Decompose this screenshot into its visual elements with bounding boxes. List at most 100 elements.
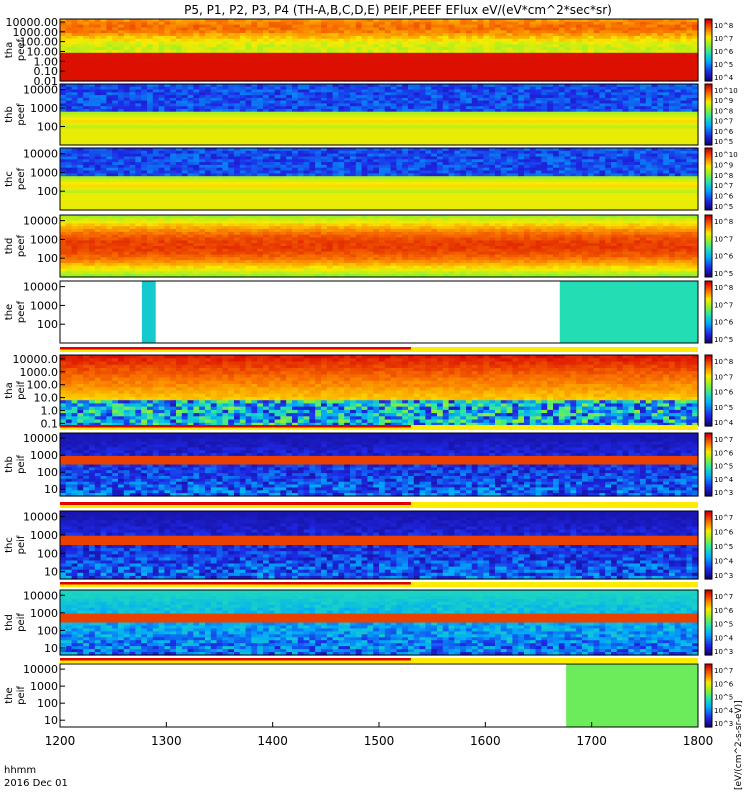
colorbar-cell bbox=[705, 556, 712, 560]
xtick-label: 1200 bbox=[45, 734, 76, 748]
colorbar-cell bbox=[705, 467, 712, 470]
colorbar-frame bbox=[704, 432, 713, 497]
colorbar-cell bbox=[705, 402, 712, 406]
figure-title: P5, P1, P2, P3, P4 (TH-A,B,C,D,E) PEIF,P… bbox=[184, 3, 612, 17]
colorbar-cell bbox=[705, 371, 712, 374]
colorbar-cell bbox=[705, 205, 712, 208]
colorbar-tick-label: 10^6 bbox=[714, 449, 734, 457]
colorbar-cell bbox=[705, 36, 712, 39]
colorbar-cell bbox=[705, 119, 712, 122]
colorbar-cell bbox=[705, 152, 712, 155]
colorbar-cell bbox=[705, 464, 712, 467]
time-axis: 1200 1300 1400 1500 1600 1700 1800 bbox=[45, 722, 713, 748]
colorbar-cell bbox=[705, 308, 712, 311]
panel-frame bbox=[59, 432, 699, 497]
colorbar-cell bbox=[705, 620, 712, 624]
colorbar-cell bbox=[705, 624, 712, 627]
colorbar-cell bbox=[705, 269, 712, 272]
colorbar-tick-label: 10^9 bbox=[714, 161, 733, 169]
colorbar-cell bbox=[705, 263, 712, 266]
colorbar-cell bbox=[705, 62, 712, 65]
ylabel-peef: peef bbox=[16, 103, 27, 126]
colorbar-cell bbox=[705, 46, 712, 49]
colorbar-cell bbox=[705, 678, 712, 681]
ylabel-the: the bbox=[4, 304, 15, 320]
colorbar-cell bbox=[705, 424, 712, 427]
colorbar-cell bbox=[705, 258, 712, 261]
colorbar-cell bbox=[705, 255, 712, 258]
colorbar-cell bbox=[705, 692, 712, 695]
colorbar-cell bbox=[705, 492, 712, 496]
ytick-label: 10000.0 bbox=[13, 353, 59, 366]
panel-thb-peef: thb peef 10000 1000 100 10^10 10^9 10^8 10^7 10^6… bbox=[4, 83, 738, 146]
colorbar-tick-label: 10^3 bbox=[714, 648, 733, 656]
colorbar-cell bbox=[705, 23, 712, 26]
colorbar-cell bbox=[705, 716, 712, 719]
panel-the-peef: the peef 10000 1000 100 10^8 10^7 10^6 10^5 bbox=[4, 280, 734, 352]
colorbar-cell bbox=[705, 341, 712, 344]
colorbar-cell bbox=[705, 470, 712, 473]
ytick-label: 100 bbox=[37, 185, 58, 198]
colorbar-cell bbox=[705, 445, 712, 448]
colorbar-cell bbox=[705, 546, 712, 549]
colorbar-cell bbox=[705, 179, 712, 182]
colorbar-cell bbox=[705, 45, 712, 48]
colorbar-tick-label: 10^4 bbox=[714, 634, 734, 642]
colorbar-cell bbox=[705, 485, 712, 488]
colorbar-tick-label: 10^7 bbox=[714, 667, 733, 675]
xtick-label: 1600 bbox=[470, 734, 501, 748]
colorbar-cell bbox=[705, 165, 712, 168]
colorbar-cell bbox=[705, 573, 712, 577]
colorbar-cell bbox=[705, 455, 712, 458]
colorbar-cell bbox=[705, 222, 712, 225]
colorbar-cell bbox=[705, 329, 712, 332]
ytick-label: 10000 bbox=[23, 215, 58, 228]
colorbar-cell bbox=[705, 228, 712, 231]
colorbar-cell bbox=[705, 397, 712, 400]
colorbar-cell bbox=[705, 451, 712, 455]
colorbar-cell bbox=[705, 358, 712, 361]
colorbar-cell bbox=[705, 192, 712, 195]
colorbar-tick-label: 10^7 bbox=[714, 593, 733, 601]
colorbar-tick-label: 10^8 bbox=[714, 22, 733, 30]
colorbar-cell bbox=[705, 28, 712, 31]
colorbar-cell bbox=[705, 208, 712, 211]
ytick-label: 10.0 bbox=[34, 392, 59, 405]
colorbar-cell bbox=[705, 275, 712, 278]
ytick-label: 10000 bbox=[23, 589, 58, 602]
colorbar-cell bbox=[705, 319, 712, 322]
colorbar-cell bbox=[705, 381, 712, 384]
data-block bbox=[566, 664, 698, 727]
colorbar-cell bbox=[705, 266, 712, 269]
colorbar-cell bbox=[705, 313, 712, 316]
colorbar-cell bbox=[705, 461, 712, 464]
colorbar-cell bbox=[705, 19, 712, 22]
spectrogram-panels: tha peef10000.001000.00100.0010.001.000.1… bbox=[4, 16, 738, 728]
colorbar-cell bbox=[705, 390, 712, 393]
colorbar-cell bbox=[705, 686, 712, 689]
colorbar-cell bbox=[705, 96, 712, 99]
colorbar-cell bbox=[705, 355, 712, 358]
ylabel-peif: peif bbox=[16, 686, 27, 705]
colorbar-cell bbox=[705, 567, 712, 570]
colorbar-cell bbox=[705, 712, 712, 715]
colorbar-cell bbox=[705, 625, 712, 628]
ytick-label: 1000.00 bbox=[13, 26, 59, 39]
colorbar-cell bbox=[705, 87, 712, 90]
colorbar-cell bbox=[705, 256, 712, 259]
colorbar-cell bbox=[705, 310, 712, 313]
colorbar-cell bbox=[705, 40, 712, 43]
colorbar-cell bbox=[705, 53, 712, 56]
ylabel-peef: peef bbox=[16, 167, 27, 190]
colorbar-cell bbox=[705, 250, 712, 253]
colorbar-cell bbox=[705, 529, 712, 532]
colorbar-cell bbox=[705, 34, 712, 37]
colorbar-cell bbox=[705, 514, 712, 517]
colorbar-tick-label: 10^10 bbox=[714, 151, 738, 159]
colorbar-cell bbox=[705, 126, 712, 129]
colorbar-cell bbox=[705, 379, 712, 383]
colorbar-cell bbox=[705, 667, 712, 670]
colorbar-cell bbox=[705, 99, 712, 102]
colorbar-cell bbox=[705, 131, 712, 134]
